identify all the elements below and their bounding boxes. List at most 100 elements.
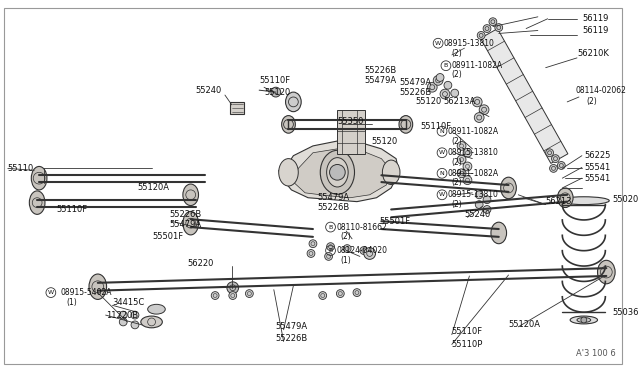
Text: (2): (2) xyxy=(340,232,351,241)
Text: 08114-02062: 08114-02062 xyxy=(575,86,626,94)
Text: (2): (2) xyxy=(587,97,598,106)
Text: 55350: 55350 xyxy=(337,117,364,126)
Circle shape xyxy=(557,161,565,169)
Text: (2): (2) xyxy=(452,70,463,79)
Text: B: B xyxy=(328,248,333,253)
Ellipse shape xyxy=(570,316,598,324)
Text: (1): (1) xyxy=(67,298,77,307)
Text: 55020: 55020 xyxy=(612,195,639,204)
Polygon shape xyxy=(293,149,391,198)
Text: 55479A: 55479A xyxy=(365,76,397,85)
Circle shape xyxy=(483,206,491,214)
Text: 55479A: 55479A xyxy=(276,322,308,331)
Text: N: N xyxy=(440,171,444,176)
Text: 55036: 55036 xyxy=(612,308,639,317)
Circle shape xyxy=(353,289,361,296)
Text: 56119: 56119 xyxy=(583,26,609,35)
Text: 55479A: 55479A xyxy=(399,78,431,87)
Text: A'3 100 6: A'3 100 6 xyxy=(577,349,616,358)
Circle shape xyxy=(463,176,472,185)
Text: 55501F: 55501F xyxy=(380,217,411,226)
Text: 55240: 55240 xyxy=(465,210,491,219)
Polygon shape xyxy=(278,141,399,202)
Ellipse shape xyxy=(278,158,298,186)
Ellipse shape xyxy=(282,116,295,133)
Ellipse shape xyxy=(399,116,413,133)
Text: 55120: 55120 xyxy=(372,137,398,145)
Text: 55501F: 55501F xyxy=(152,232,184,241)
Text: (2): (2) xyxy=(452,137,463,145)
Ellipse shape xyxy=(285,92,301,112)
Ellipse shape xyxy=(577,318,591,323)
Text: 08110-81662: 08110-81662 xyxy=(337,222,387,232)
Text: 56225: 56225 xyxy=(585,151,611,160)
Circle shape xyxy=(472,97,482,107)
Circle shape xyxy=(271,87,281,97)
Circle shape xyxy=(476,191,483,199)
Text: 55479A: 55479A xyxy=(318,193,350,202)
Text: 11220B: 11220B xyxy=(106,311,138,320)
Circle shape xyxy=(119,311,127,319)
Circle shape xyxy=(444,81,452,89)
Circle shape xyxy=(436,74,444,81)
Ellipse shape xyxy=(141,316,163,328)
Text: (2): (2) xyxy=(452,158,463,167)
Circle shape xyxy=(319,292,326,299)
Text: 55120: 55120 xyxy=(415,97,442,106)
Text: 55110F: 55110F xyxy=(259,76,291,85)
Text: W: W xyxy=(435,41,441,46)
Circle shape xyxy=(343,245,351,253)
Text: 55541: 55541 xyxy=(585,174,611,183)
Circle shape xyxy=(246,290,253,298)
Text: 55479A: 55479A xyxy=(169,219,202,229)
Text: 55226B: 55226B xyxy=(169,210,202,219)
Polygon shape xyxy=(481,29,568,163)
Circle shape xyxy=(495,24,502,32)
Text: 56213A: 56213A xyxy=(443,97,476,106)
Circle shape xyxy=(483,25,491,32)
Circle shape xyxy=(581,317,587,323)
Circle shape xyxy=(227,282,239,294)
Text: (1): (1) xyxy=(340,256,351,265)
Text: 56119: 56119 xyxy=(583,14,609,23)
Text: B: B xyxy=(328,225,333,230)
Circle shape xyxy=(463,148,472,157)
Text: W: W xyxy=(439,192,445,197)
Circle shape xyxy=(307,250,315,257)
Circle shape xyxy=(119,318,127,326)
Circle shape xyxy=(440,89,450,99)
Ellipse shape xyxy=(89,274,107,299)
Circle shape xyxy=(337,290,344,298)
Text: 55120: 55120 xyxy=(264,88,291,97)
Circle shape xyxy=(229,292,237,299)
Text: 55226B: 55226B xyxy=(365,66,397,75)
Circle shape xyxy=(131,311,139,319)
Ellipse shape xyxy=(598,260,615,284)
Text: 08124-04020: 08124-04020 xyxy=(337,246,387,255)
Circle shape xyxy=(474,113,484,122)
Text: 34415C: 34415C xyxy=(113,298,145,307)
Text: 55110: 55110 xyxy=(8,164,34,173)
Text: 55110F: 55110F xyxy=(420,122,452,131)
Bar xyxy=(337,110,365,154)
Ellipse shape xyxy=(29,191,45,214)
Circle shape xyxy=(550,164,557,172)
Text: 55110F: 55110F xyxy=(57,205,88,214)
Circle shape xyxy=(463,162,472,171)
Circle shape xyxy=(457,141,466,150)
Ellipse shape xyxy=(491,222,507,244)
Text: 08915-13810: 08915-13810 xyxy=(448,148,499,157)
Text: 56213: 56213 xyxy=(546,197,572,206)
Text: 08911-1082A: 08911-1082A xyxy=(452,61,503,70)
Text: 55226B: 55226B xyxy=(318,203,350,212)
Circle shape xyxy=(360,247,368,254)
Text: 55226B: 55226B xyxy=(276,334,308,343)
Circle shape xyxy=(433,76,443,85)
Ellipse shape xyxy=(148,304,165,314)
Circle shape xyxy=(324,253,333,260)
Text: 56220: 56220 xyxy=(188,259,214,268)
Circle shape xyxy=(476,201,483,208)
Text: W: W xyxy=(439,150,445,155)
Ellipse shape xyxy=(31,166,47,190)
Circle shape xyxy=(211,292,219,299)
